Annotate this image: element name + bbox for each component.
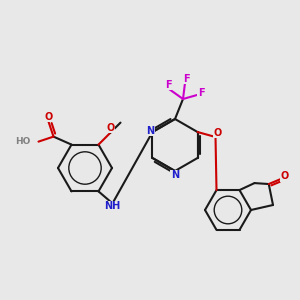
Text: N: N: [171, 170, 179, 180]
Text: O: O: [213, 128, 222, 138]
Text: N: N: [146, 126, 154, 136]
Text: NH: NH: [104, 201, 121, 212]
Text: O: O: [280, 171, 289, 181]
Text: HO: HO: [15, 137, 31, 146]
Text: F: F: [198, 88, 204, 98]
Text: O: O: [44, 112, 52, 122]
Text: O: O: [106, 123, 115, 133]
Text: F: F: [183, 74, 189, 84]
Text: F: F: [165, 80, 171, 90]
